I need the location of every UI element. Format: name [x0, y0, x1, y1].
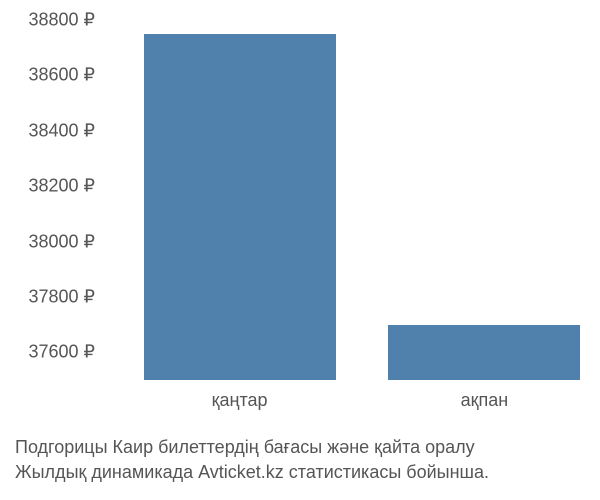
chart-caption: Подгорицы Каир билеттердің бағасы және қ…	[15, 435, 489, 485]
y-axis: 37600 ₽ 37800 ₽ 38000 ₽ 38200 ₽ 38400 ₽ 38600…	[0, 20, 105, 380]
bars-container	[110, 20, 590, 380]
x-axis-labels: қаңтар ақпан	[110, 390, 590, 420]
y-tick-label: 38200 ₽	[28, 176, 95, 197]
y-tick-label: 38000 ₽	[28, 231, 95, 252]
y-tick-label: 38400 ₽	[28, 120, 95, 141]
y-tick-label: 38600 ₽	[28, 65, 95, 86]
y-tick-label: 37600 ₽	[28, 342, 95, 363]
caption-line-1: Подгорицы Каир билеттердің бағасы және қ…	[15, 435, 489, 460]
bar	[144, 34, 336, 380]
caption-line-2: Жылдық динамикада Avticket.kz статистика…	[15, 460, 489, 485]
x-tick-label: ақпан	[461, 390, 509, 411]
bar	[388, 325, 580, 380]
y-tick-label: 38800 ₽	[28, 10, 95, 31]
y-tick-label: 37800 ₽	[28, 286, 95, 307]
chart-plot-area	[110, 20, 590, 380]
x-tick-label: қаңтар	[212, 390, 268, 411]
